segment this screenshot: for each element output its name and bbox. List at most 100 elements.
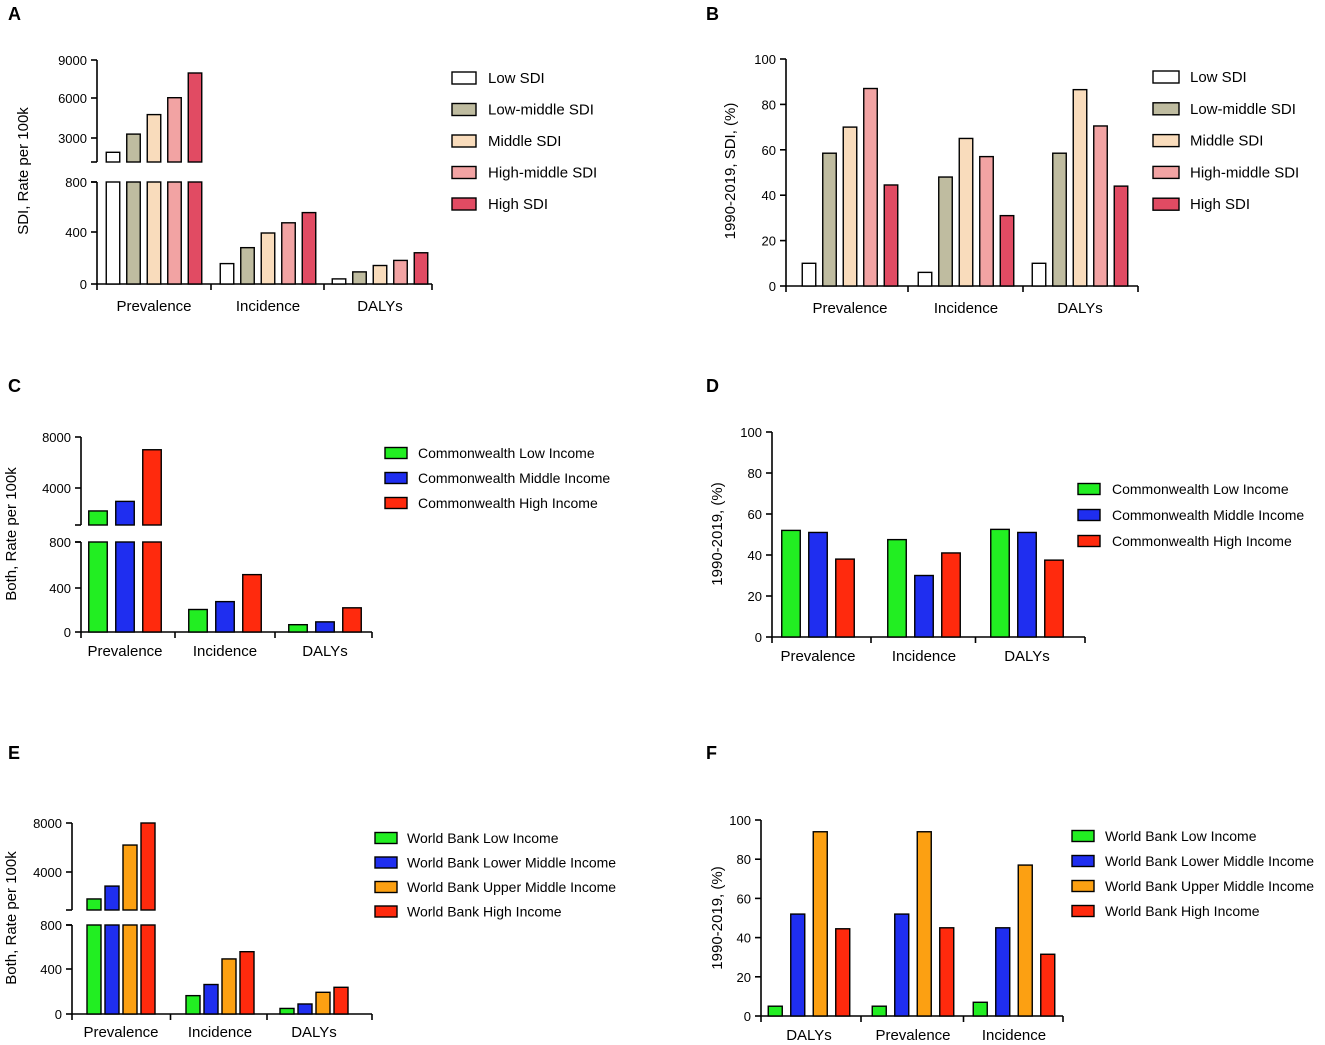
legend-swatch xyxy=(1071,904,1095,918)
x-category-label: DALYs xyxy=(291,1024,337,1041)
x-category-label: DALYs xyxy=(1057,300,1103,317)
x-category-label: Prevalence xyxy=(812,300,887,317)
legend-swatch xyxy=(1071,854,1095,868)
panel-d: D 1990-2019, (%) 0 20 40 60 80 100 Prevalence Inc… xyxy=(706,376,1304,665)
bar xyxy=(104,924,120,1015)
bar xyxy=(781,529,801,638)
y-tick-label: 80 xyxy=(748,466,762,481)
y-tick-label: 400 xyxy=(40,962,62,977)
y-tick-label: 0 xyxy=(769,279,776,294)
bar xyxy=(917,271,933,287)
bar xyxy=(767,1005,783,1017)
bar xyxy=(413,252,429,285)
legend-swatch xyxy=(451,165,477,180)
bar xyxy=(219,262,235,285)
bar xyxy=(1044,559,1064,638)
bar xyxy=(146,181,162,285)
legend-label: World Bank Upper Middle Income xyxy=(407,879,616,895)
x-category-label: Incidence xyxy=(892,648,956,665)
y-axis-label: 1990-2019, (%) xyxy=(709,482,726,585)
legend-label: Middle SDI xyxy=(488,133,561,150)
bar xyxy=(958,137,974,287)
y-axis-label: Both, Rate per 100k xyxy=(3,851,20,985)
legend-swatch xyxy=(1077,534,1101,548)
y-tick-label: 0 xyxy=(55,1007,62,1022)
bar xyxy=(301,211,317,285)
bar xyxy=(887,538,907,638)
legend-swatch xyxy=(1152,197,1180,211)
y-tick-label: 0 xyxy=(755,630,762,645)
legend-label: High-middle SDI xyxy=(488,165,597,182)
panel-letter: C xyxy=(8,376,21,396)
legend-label: World Bank Lower Middle Income xyxy=(1105,853,1314,869)
x-category-label: Prevalence xyxy=(116,298,191,315)
legend-label: Commonwealth High Income xyxy=(418,495,598,511)
legend-label: Commonwealth High Income xyxy=(1112,533,1292,549)
legend-label: Commonwealth Low Income xyxy=(418,445,595,461)
y-tick-label: 40 xyxy=(762,188,776,203)
bar xyxy=(221,958,237,1015)
x-category-label: Incidence xyxy=(982,1027,1046,1044)
bar xyxy=(863,87,878,287)
y-tick-label: 80 xyxy=(762,97,776,112)
legend-swatch xyxy=(451,71,477,85)
bar xyxy=(894,913,910,1017)
legend-label: World Bank Lower Middle Income xyxy=(407,855,616,871)
bar xyxy=(185,994,201,1015)
y-tick-label: 100 xyxy=(740,425,762,440)
legend-label: High-middle SDI xyxy=(1190,164,1299,181)
y-axis-label: 1990-2019, SDI, (%) xyxy=(722,103,739,240)
bar xyxy=(104,885,120,911)
y-tick-label: 3000 xyxy=(58,131,87,146)
y-tick-label: 60 xyxy=(762,143,776,158)
legend-swatch xyxy=(1152,165,1180,180)
panel-e: E Both, Rate per 100k 0 400 800 4000 8000 Preva… xyxy=(3,743,616,1041)
y-tick-label: 20 xyxy=(762,234,776,249)
y-tick-label: 0 xyxy=(80,277,87,292)
bar xyxy=(215,600,235,633)
bar xyxy=(126,133,141,163)
bar xyxy=(939,927,955,1017)
legend-label: Commonwealth Low Income xyxy=(1112,481,1289,497)
bar xyxy=(1052,152,1067,287)
panel-f: F 1990-2019, (%) 0 20 40 60 80 100 DALYs Prevalen… xyxy=(706,743,1314,1044)
x-category-label: Incidence xyxy=(193,643,257,660)
bar xyxy=(126,181,141,285)
legend-swatch xyxy=(451,134,477,148)
panel-letter: E xyxy=(8,743,20,763)
y-axis-label: SDI, Rate per 100k xyxy=(15,107,32,235)
bar xyxy=(822,152,837,287)
bar xyxy=(1017,531,1037,638)
bar xyxy=(115,541,135,633)
bar xyxy=(1040,953,1056,1017)
panel-letter: D xyxy=(706,376,719,396)
bar xyxy=(239,951,255,1015)
bar xyxy=(88,541,108,633)
x-category-label: Incidence xyxy=(188,1024,252,1041)
bar xyxy=(812,831,828,1017)
bar xyxy=(88,510,108,526)
x-category-label: Incidence xyxy=(236,298,300,315)
y-tick-label: 40 xyxy=(748,548,762,563)
bar xyxy=(979,155,994,287)
legend-label: Low SDI xyxy=(1190,69,1247,86)
legend-swatch xyxy=(384,446,408,460)
bar xyxy=(105,151,121,163)
bar xyxy=(342,607,362,633)
bar xyxy=(808,531,828,638)
y-tick-label: 800 xyxy=(40,918,62,933)
bar xyxy=(297,1003,313,1015)
panel-a: A SDI, Rate per 100k 0 400 800 3000 6000 9000 Pr… xyxy=(8,4,597,315)
y-tick-label: 20 xyxy=(737,970,751,985)
bar xyxy=(167,96,182,163)
legend-swatch xyxy=(374,856,398,869)
y-axis-label: 1990-2019, (%) xyxy=(709,866,726,969)
bar xyxy=(315,621,335,633)
x-category-label: Prevalence xyxy=(780,648,855,665)
bar xyxy=(1017,864,1033,1017)
y-tick-label: 9000 xyxy=(58,53,87,68)
legend-label: Low SDI xyxy=(488,70,545,87)
legend-label: Commonwealth Middle Income xyxy=(1112,507,1304,523)
y-tick-label: 4000 xyxy=(33,865,62,880)
y-tick-label: 0 xyxy=(744,1009,751,1024)
